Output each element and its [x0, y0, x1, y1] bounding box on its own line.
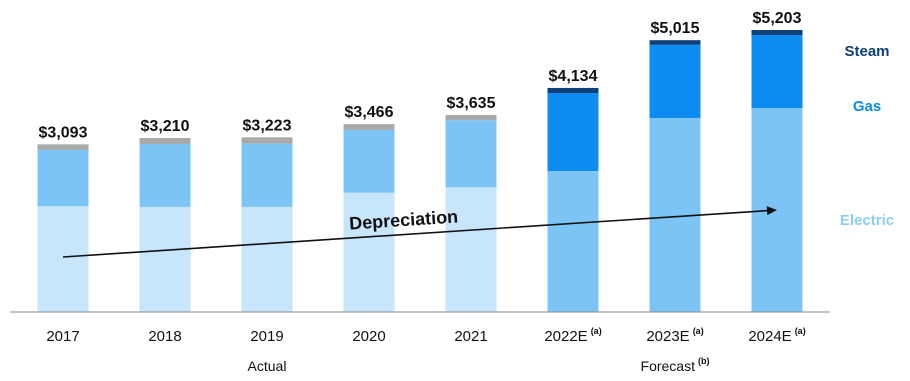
legend-item-electric: Electric: [840, 212, 894, 229]
bar-layer: [37, 30, 803, 313]
x-tick-2023e: 2023E (a): [646, 326, 703, 345]
bar-2019-electric: [241, 206, 293, 312]
bar-2021-electric: [445, 187, 497, 312]
total-label-layer: $3,093 $3,210 $3,223 $3,466 $3,635 $4,134 $5,0…: [39, 10, 802, 141]
group-label-forecast: Forecast (b): [641, 356, 710, 374]
bar-2022e-gas: [547, 93, 599, 172]
bar-2018-gas: [139, 143, 191, 207]
bar-2023e-steam: [649, 40, 701, 45]
x-tick-2020: 2020: [352, 328, 385, 345]
x-tick-2017: 2017: [46, 328, 79, 345]
x-tick-2024e: 2024E (a): [748, 326, 805, 345]
total-label-2020: $3,466: [345, 104, 394, 121]
bar-2019-steam: [241, 137, 293, 144]
depreciation-annotation: Depreciation: [62, 206, 777, 258]
bar-2017-gas: [37, 149, 89, 207]
depreciation-arrow-line: [62, 209, 776, 258]
x-tick-2018: 2018: [148, 328, 181, 345]
bar-2023e-gas: [649, 44, 701, 118]
bar-2022e-steam: [547, 87, 599, 94]
bar-2017-steam: [37, 144, 89, 150]
bar-2024e-steam: [751, 30, 803, 36]
x-tick-layer: 2017 2018 2019 2020 2021 2022E (a) 2023E (a) 2024…: [46, 326, 805, 345]
bar-2019-gas: [241, 143, 293, 207]
x-tick-2022e: 2022E (a): [544, 326, 601, 345]
legend: Steam Gas Electric: [840, 43, 894, 229]
group-label-layer: Actual Forecast (b): [248, 356, 710, 374]
x-tick-2021: 2021: [454, 328, 487, 345]
total-label-2024e: $5,203: [753, 10, 802, 27]
legend-item-gas: Gas: [853, 98, 881, 115]
total-label-2023e: $5,015: [651, 20, 700, 37]
group-label-actual: Actual: [248, 358, 287, 374]
total-label-2021: $3,635: [447, 95, 496, 112]
x-tick-2019: 2019: [250, 328, 283, 345]
bar-2020-steam: [343, 124, 395, 130]
bar-2024e-gas: [751, 35, 803, 109]
total-label-2018: $3,210: [141, 118, 190, 135]
legend-item-steam: Steam: [844, 43, 889, 60]
bar-2020-gas: [343, 129, 395, 193]
bar-2017-electric: [37, 206, 89, 312]
bar-2022e-electric: [547, 171, 599, 312]
total-label-2022e: $4,134: [549, 68, 598, 85]
bar-2024e-electric: [751, 108, 803, 313]
total-label-2019: $3,223: [243, 117, 292, 134]
bar-2021-steam: [445, 114, 497, 121]
bar-2021-gas: [445, 120, 497, 188]
total-label-2017: $3,093: [39, 124, 88, 141]
bar-2018-electric: [139, 206, 191, 312]
bar-2020-electric: [343, 192, 395, 312]
depreciation-arrow-head: [766, 206, 777, 216]
bar-2018-steam: [139, 138, 191, 144]
